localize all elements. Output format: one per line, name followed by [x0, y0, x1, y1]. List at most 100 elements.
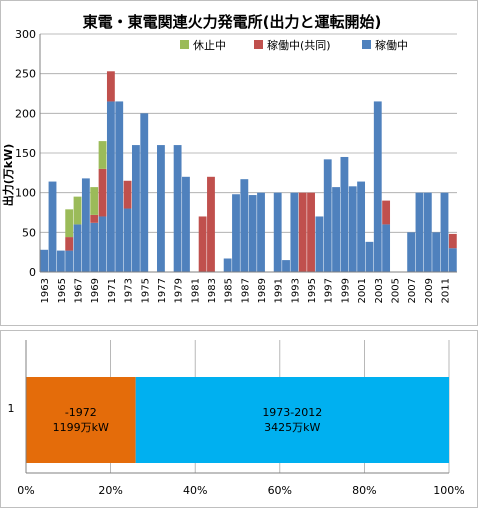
bar-joint-1994: [298, 192, 307, 272]
x-tick-label: 0%: [17, 484, 34, 497]
bar-operating-2000: [348, 186, 357, 272]
legend-label-operating: 稼働中: [375, 38, 408, 52]
legend: 休止中 稼働中(共同) 稼働中: [180, 38, 408, 52]
bar-operating-1963: [40, 249, 49, 272]
bar-operating-1987: [240, 179, 249, 272]
bar-suspended-1967: [73, 196, 82, 225]
bars: [40, 71, 457, 273]
bar-operating-1992: [282, 260, 290, 272]
x-tick-label: 1975: [140, 278, 151, 303]
x-tick-label: 60%: [268, 484, 292, 497]
bar-joint-2012: [448, 233, 457, 249]
bar-operating-2007: [407, 232, 416, 272]
bar-operating-1974: [131, 145, 140, 272]
bar-operating-1977: [157, 145, 165, 272]
bar-operating-1964: [48, 181, 57, 272]
x-tick-label: 1979: [174, 278, 185, 303]
x-tick-label: 1983: [207, 278, 218, 303]
legend-label-suspended: 休止中: [193, 39, 226, 52]
bar-operating-1996: [315, 216, 324, 272]
x-tick-label: 1997: [324, 278, 335, 303]
x-tick-label: 40%: [183, 484, 207, 497]
bar-joint-1971: [106, 71, 115, 102]
y-tick-label: 50: [22, 226, 36, 239]
x-tick-label: 1985: [224, 278, 235, 303]
segment-name-label: -1972: [65, 406, 97, 419]
x-tick-label: 1987: [240, 278, 251, 303]
x-tick-label: 80%: [352, 484, 376, 497]
bar-operating-1989: [257, 192, 265, 272]
bar-joint-1982: [198, 216, 207, 272]
x-tick-label: 2011: [441, 278, 452, 303]
y-tick-label: 100: [15, 187, 36, 200]
bar-suspended-1969: [90, 187, 99, 215]
bar-operating-1971: [106, 101, 115, 273]
x-tick-label: 2005: [390, 278, 401, 303]
bar-operating-1969: [90, 222, 99, 272]
legend-swatch-suspended: [180, 40, 189, 49]
bar-operating-1986: [232, 194, 240, 272]
x-tick-label: 1991: [274, 278, 285, 303]
bar-suspended-1970: [98, 141, 107, 169]
bar-operating-1979: [173, 145, 182, 272]
y-tick-label: 0: [29, 266, 36, 279]
x-tick-label: 1965: [57, 278, 68, 303]
bar-joint-1983: [207, 176, 215, 272]
bar-operating-2002: [365, 241, 374, 272]
y-tick-label: 200: [15, 107, 36, 120]
bar-joint-1995: [307, 192, 315, 272]
y-tick-label: 150: [15, 147, 36, 160]
bar-segment-1973-2012: [135, 377, 449, 463]
bar-operating-1966: [65, 250, 74, 272]
x-tick-label: 20%: [98, 484, 122, 497]
bar-operating-2009: [423, 192, 432, 272]
segment-name-label: 1973-2012: [262, 406, 322, 419]
x-tick-label: 2001: [357, 278, 368, 303]
bar-operating-2011: [440, 192, 449, 272]
bar-operating-2012: [448, 248, 457, 272]
x-tick-labels: 1963 1965 1967 1969 1971 1973 1975 1977 1979 1981…: [40, 278, 451, 303]
share-bar-chart: -1972 1199万kW 1973-2012 3425万kW 1 0% 20% 40% 6…: [0, 330, 478, 508]
x-tick-label: 1989: [257, 278, 268, 303]
bar-operating-1988: [248, 195, 257, 272]
x-tick-labels: 0% 20% 40% 60% 80% 100%: [17, 484, 464, 497]
legend-swatch-joint: [254, 40, 263, 49]
bar-operating-1967: [73, 224, 82, 272]
bar-joint-1969: [90, 214, 99, 223]
x-tick-label: 1963: [40, 278, 51, 303]
bar-operating-2010: [432, 232, 441, 272]
y-tick-labels: 0 50 100 150 200 250 300: [15, 28, 36, 279]
bar-joint-2004: [382, 200, 391, 225]
legend-label-joint: 稼働中(共同): [267, 38, 331, 52]
category-label: 1: [8, 402, 15, 415]
bars: -1972 1199万kW 1973-2012 3425万kW: [26, 377, 449, 463]
bar-operating-2003: [373, 101, 382, 273]
x-tick-label: 100%: [433, 484, 464, 497]
bar-segment-pre-1972: [26, 377, 136, 463]
bar-operating-1973: [123, 208, 132, 272]
x-tick-label: 1971: [107, 278, 118, 303]
bar-operating-1975: [140, 113, 149, 272]
bar-operating-1970: [98, 216, 107, 272]
x-tick-label: 2009: [424, 278, 435, 303]
x-tick-label: 1993: [290, 278, 301, 303]
x-tick-label: 1973: [124, 278, 135, 303]
x-tick-label: 1995: [307, 278, 318, 303]
bar-operating-2008: [415, 192, 424, 272]
x-tick-label: 1977: [157, 278, 168, 303]
bar-operating-1997: [323, 159, 332, 272]
y-axis-label: 出力(万kW): [1, 144, 15, 207]
y-tick-label: 300: [15, 28, 36, 41]
bar-operating-1991: [273, 192, 282, 272]
bar-joint-1970: [98, 168, 107, 217]
bar-operating-1985: [223, 258, 232, 272]
bar-operating-1968: [81, 178, 90, 272]
x-tick-label: 1969: [90, 278, 101, 303]
bar-operating-1993: [290, 192, 299, 272]
bar-operating-2004: [382, 224, 391, 272]
bar-operating-1999: [340, 156, 349, 272]
bar-suspended-1966: [65, 209, 74, 238]
bar-operating-1965: [56, 250, 65, 272]
bar-operating-1998: [332, 187, 340, 272]
